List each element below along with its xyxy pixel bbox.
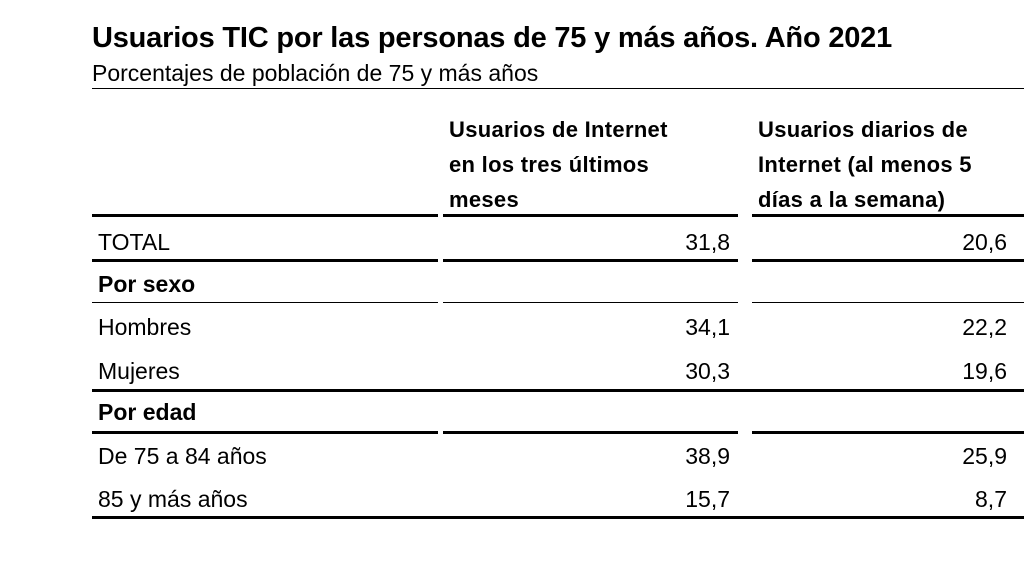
header-rule — [92, 214, 438, 217]
header-rule — [752, 214, 1024, 217]
cell-value: 20,6 — [962, 229, 1007, 255]
header-rule — [443, 214, 738, 217]
row-rule — [752, 431, 1024, 434]
row-rule — [443, 431, 738, 434]
column-header-line: días a la semana) — [758, 187, 946, 212]
row-label-age-75-84: De 75 a 84 años — [98, 443, 267, 469]
cell-value: 31,8 — [685, 229, 730, 255]
table-title: Usuarios TIC por las personas de 75 y má… — [92, 22, 893, 54]
row-rule — [752, 302, 1024, 303]
row-group-age: Por edad — [98, 399, 197, 425]
row-label-total: TOTAL — [98, 229, 170, 255]
column-header-line: Usuarios diarios de — [758, 117, 968, 142]
title-divider — [92, 88, 1024, 89]
cell-value: 15,7 — [685, 486, 730, 512]
row-rule — [443, 259, 738, 262]
cell-value: 30,3 — [685, 358, 730, 384]
row-label-age-85-plus: 85 y más años — [98, 486, 248, 512]
column-header-internet-users: Usuarios de Internet en los tres últimos… — [449, 112, 739, 217]
cell-value: 22,2 — [962, 314, 1007, 340]
row-rule — [92, 431, 438, 434]
row-rule — [443, 302, 738, 303]
cell-value: 34,1 — [685, 314, 730, 340]
table-bottom-rule — [92, 516, 1024, 519]
cell-value: 8,7 — [975, 486, 1007, 512]
column-header-line: en los tres últimos — [449, 152, 650, 177]
row-group-sex: Por sexo — [98, 271, 196, 297]
row-rule — [92, 259, 438, 262]
column-header-line: meses — [449, 187, 520, 212]
column-header-daily-users: Usuarios diarios de Internet (al menos 5… — [758, 112, 1024, 217]
table-subtitle: Porcentajes de población de 75 y más año… — [92, 60, 539, 86]
row-rule — [752, 259, 1024, 262]
row-rule — [92, 389, 1024, 392]
cell-value: 19,6 — [962, 358, 1007, 384]
row-label-men: Hombres — [98, 314, 192, 340]
column-header-line: Internet (al menos 5 — [758, 152, 972, 177]
cell-value: 38,9 — [685, 443, 730, 469]
row-rule — [92, 302, 438, 303]
column-header-line: Usuarios de Internet — [449, 117, 668, 142]
row-label-women: Mujeres — [98, 358, 180, 384]
cell-value: 25,9 — [962, 443, 1007, 469]
